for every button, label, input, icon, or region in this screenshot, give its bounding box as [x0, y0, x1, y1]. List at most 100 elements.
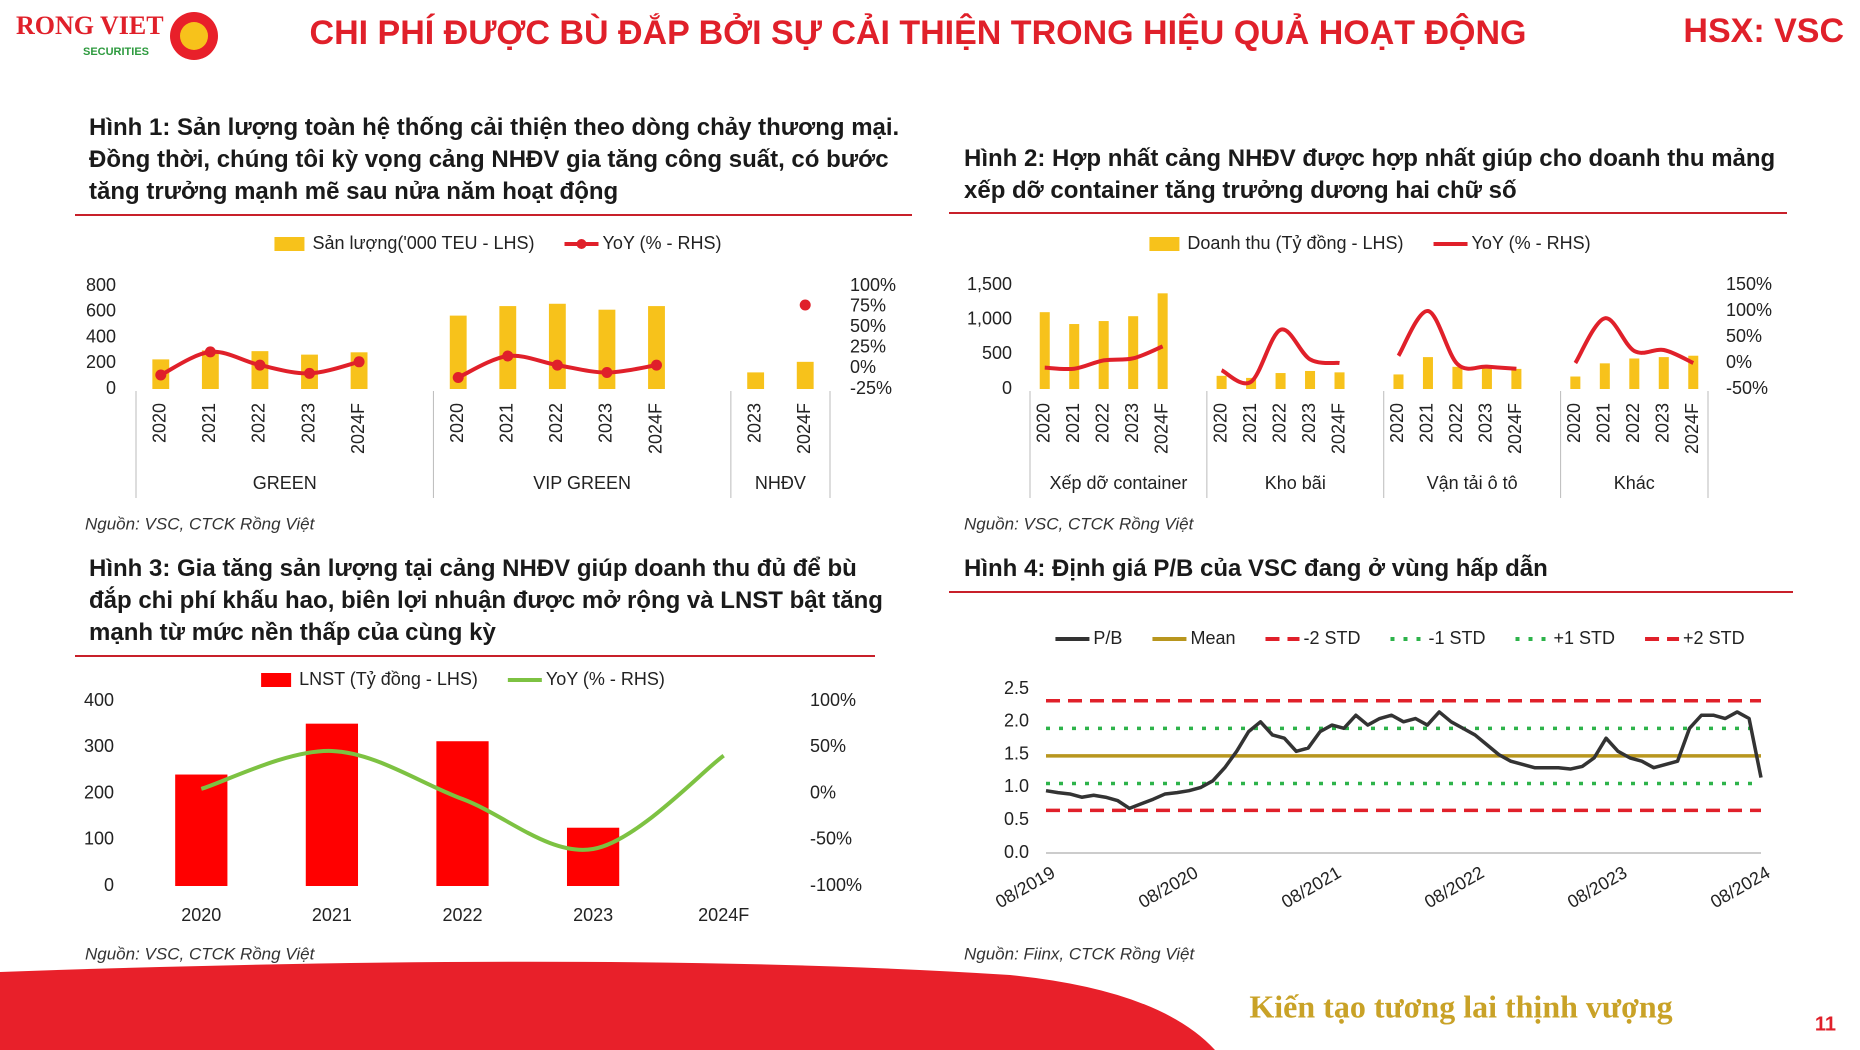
- group-label: VIP GREEN: [533, 473, 631, 493]
- legend-item: -2 STD: [1265, 628, 1360, 648]
- bar: [1098, 321, 1109, 389]
- x-tick-label: 2020: [1564, 403, 1584, 443]
- y2-tick-label: 100%: [850, 275, 896, 295]
- x-tick-label: 2020: [447, 403, 467, 443]
- x-tick-label: 2022: [1623, 403, 1643, 443]
- group-label: GREEN: [253, 473, 317, 493]
- x-tick-label: 2020: [181, 905, 221, 925]
- legend-item: +2 STD: [1645, 628, 1745, 648]
- slide-title: CHI PHÍ ĐƯỢC BÙ ĐẮP BỞI SỰ CẢI THIỆN TRO…: [310, 13, 1527, 52]
- x-tick-label: 2023: [1299, 403, 1319, 443]
- legend-item: Doanh thu (Tỷ đồng - LHS): [1149, 233, 1404, 253]
- legend-item: YoY (% - RHS): [1433, 233, 1591, 253]
- chart: Nguồn: Fiinx, CTCK Rồng Việt 0.0 0.5 1.0 1.5…: [949, 591, 1793, 963]
- ticker: HSX: VSC: [1683, 12, 1844, 50]
- footer-slogan: Kiến tạo tương lai thịnh vượng: [1249, 988, 1672, 1024]
- y-tick-label: 400: [86, 326, 116, 346]
- y-tick-label: 0: [1002, 378, 1012, 398]
- y2-tick-label: -25%: [850, 378, 892, 398]
- x-tick-label: 2022: [1446, 403, 1466, 443]
- legend-label: Mean: [1190, 628, 1235, 648]
- line-marker: [155, 369, 167, 381]
- y2-tick-label: 0%: [1726, 352, 1752, 372]
- legend: Sản lượng('000 TEU - LHS) YoY (% - RHS): [274, 233, 722, 253]
- x-tick-label: 2023: [573, 905, 613, 925]
- source-note: Nguồn: VSC, CTCK Rồng Việt: [964, 514, 1195, 533]
- legend-item: YoY (% - RHS): [507, 669, 665, 689]
- chart: Nguồn: VSC, CTCK Rồng Việt 0 100 200 300 400 -…: [75, 655, 875, 963]
- x-tick-label: 2021: [1417, 403, 1437, 443]
- y2-tick-label: 25%: [850, 337, 886, 357]
- y2-tick-label: 75%: [850, 295, 886, 315]
- x-tick-label: 2022: [546, 403, 566, 443]
- y-tick-label: 400: [84, 690, 114, 710]
- x-tick-label: 2023: [744, 403, 764, 443]
- y2-tick-label: 0%: [810, 782, 836, 802]
- legend-item: -1 STD: [1390, 628, 1486, 648]
- legend-label: YoY (% - RHS): [1472, 233, 1591, 253]
- x-tick-label: 2024F: [1682, 403, 1702, 454]
- line: [1045, 710, 1763, 811]
- legend-item: Mean: [1152, 628, 1235, 648]
- x-tick-label: 2022: [1269, 403, 1289, 443]
- line-marker: [204, 346, 216, 358]
- y-tick-label: 2.0: [1004, 711, 1029, 731]
- x-tick-label: 2021: [312, 905, 352, 925]
- y-tick-label: 1.0: [1004, 776, 1029, 796]
- legend-label: LNST (Tỷ đồng - LHS): [299, 669, 478, 689]
- x-tick-label: 2024F: [1328, 403, 1348, 454]
- x-tick-label: 2021: [1594, 403, 1614, 443]
- x-tick-label: 2024F: [645, 403, 665, 454]
- y-tick-label: 1,000: [967, 308, 1012, 328]
- x-tick-label: 2024F: [1505, 403, 1525, 454]
- bar: [1570, 376, 1581, 389]
- x-tick-label: 2023: [298, 403, 318, 443]
- line-marker: [304, 367, 315, 379]
- y-tick-label: 1.5: [1004, 743, 1029, 763]
- bar: [1305, 370, 1316, 389]
- y2-tick-label: 0%: [850, 357, 876, 377]
- x-tick-label: 08/2022: [1421, 862, 1487, 912]
- y-tick-label: 0.5: [1004, 809, 1029, 829]
- group-label: Kho bãi: [1265, 473, 1326, 493]
- group-label: Vận tải ô tô: [1427, 473, 1518, 493]
- y-tick-label: 600: [86, 301, 116, 321]
- bar: [1128, 316, 1139, 389]
- x-tick-label: 2021: [1063, 403, 1083, 443]
- page-number: 11: [1815, 1013, 1836, 1035]
- figure-title: Hình 1: Sản lượng toàn hệ thống cải thiệ…: [89, 114, 900, 205]
- legend-item: YoY (% - RHS): [564, 233, 722, 253]
- y2-tick-label: 50%: [850, 316, 886, 336]
- legend: Doanh thu (Tỷ đồng - LHS) YoY (% - RHS): [1149, 233, 1591, 253]
- x-tick-label: 2020: [1210, 403, 1230, 443]
- source-note: Nguồn: VSC, CTCK Rồng Việt: [85, 944, 316, 963]
- bar: [1599, 363, 1610, 389]
- x-tick-label: 2024F: [1151, 403, 1171, 454]
- bar: [1481, 368, 1492, 389]
- y2-tick-label: 150%: [1726, 274, 1772, 294]
- x-tick-label: 2024F: [794, 403, 814, 454]
- y-tick-label: 2.5: [1004, 678, 1029, 698]
- bar: [175, 774, 228, 886]
- x-tick-label: 08/2019: [992, 862, 1058, 912]
- x-tick-label: 2024F: [698, 905, 749, 925]
- x-tick-label: 2021: [199, 403, 219, 443]
- y-tick-label: 0: [106, 378, 116, 398]
- y-tick-label: 0: [104, 875, 114, 895]
- bar: [201, 350, 219, 389]
- legend-label: YoY (% - RHS): [603, 233, 722, 253]
- legend-label: Sản lượng('000 TEU - LHS): [312, 233, 534, 253]
- bar: [449, 315, 467, 389]
- line-marker: [651, 359, 662, 371]
- x-tick-label: 2022: [1092, 403, 1112, 443]
- x-tick-label: 2023: [1653, 403, 1673, 443]
- logo-text: RONG VIET: [16, 11, 164, 40]
- y2-tick-label: 50%: [1726, 326, 1762, 346]
- x-tick-label: 2022: [442, 905, 482, 925]
- legend-label: P/B: [1093, 628, 1122, 648]
- line-marker: [601, 367, 613, 379]
- y-tick-label: 800: [86, 275, 116, 295]
- y-tick-label: 500: [982, 343, 1012, 363]
- y2-tick-label: 50%: [810, 736, 846, 756]
